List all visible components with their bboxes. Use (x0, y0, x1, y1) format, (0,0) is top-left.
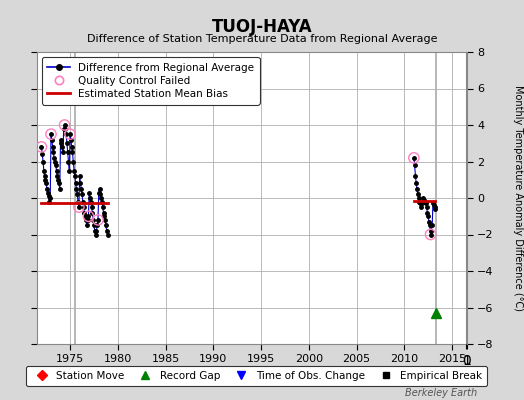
Point (84, 213, 93, 220)
Point (47, 131, 55, 137)
Point (37, 144, 46, 150)
Legend: Difference from Regional Average, Quality Control Failed, Estimated Station Mean: Difference from Regional Average, Qualit… (42, 57, 259, 104)
Point (94, 217, 102, 223)
Point (66, 131, 74, 137)
Legend: Station Move, Record Gap, Time of Obs. Change, Empirical Break: Station Move, Record Gap, Time of Obs. C… (26, 366, 487, 386)
Point (410, 155, 418, 161)
Point (60, 122, 69, 128)
Text: Difference of Station Temperature Data from Regional Average: Difference of Station Temperature Data f… (87, 34, 437, 44)
Text: Berkeley Earth: Berkeley Earth (405, 388, 477, 398)
Point (427, 231, 435, 238)
Point (75, 204, 83, 210)
Y-axis label: Monthly Temperature Anomaly Difference (°C): Monthly Temperature Anomaly Difference (… (513, 85, 523, 311)
Text: TUOJ-HAYA: TUOJ-HAYA (212, 18, 312, 36)
